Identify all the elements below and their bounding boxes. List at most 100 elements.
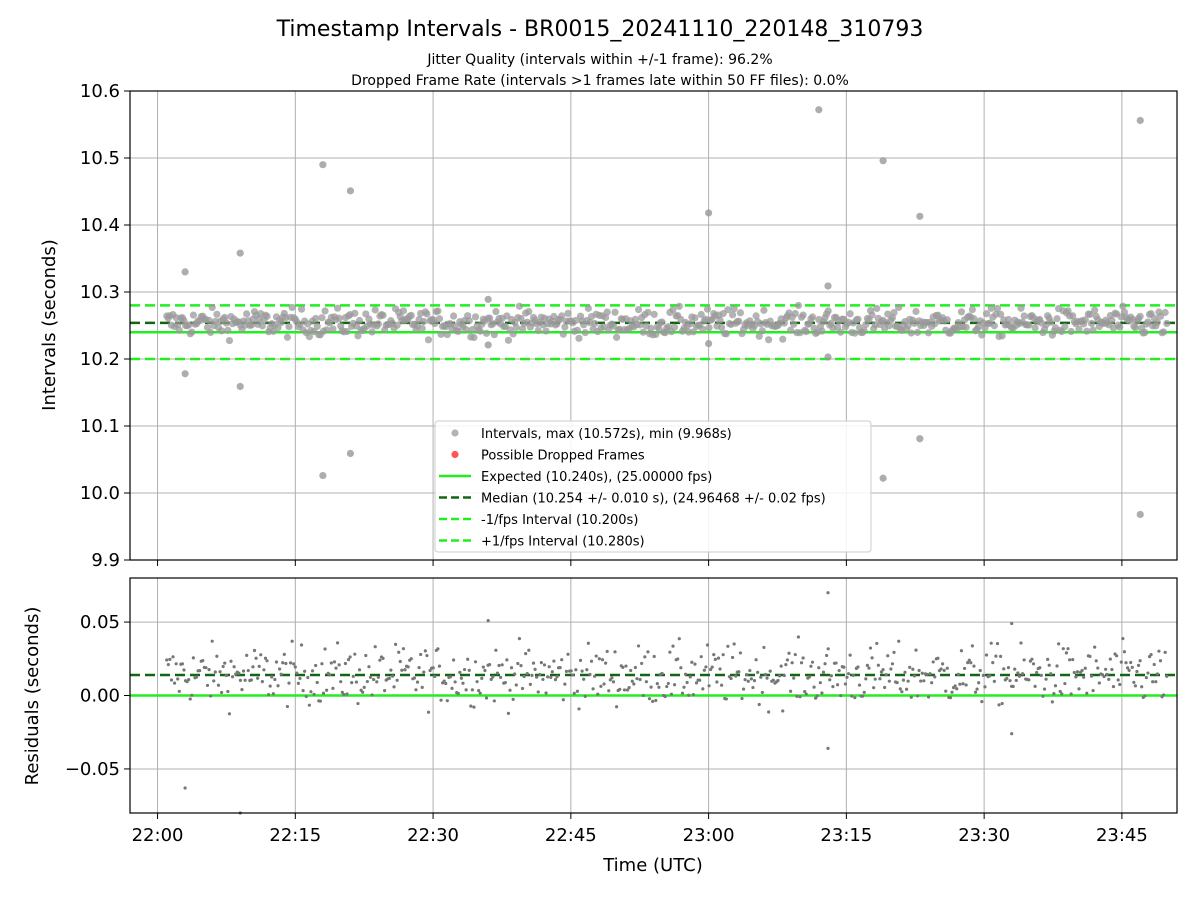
residual-point bbox=[1042, 687, 1047, 691]
residual-point bbox=[679, 666, 683, 670]
interval-point bbox=[1144, 318, 1152, 326]
residual-point bbox=[1110, 667, 1114, 672]
interval-outlier-point bbox=[1136, 116, 1144, 125]
interval-point bbox=[675, 302, 683, 310]
interval-point bbox=[755, 332, 763, 340]
residual-point bbox=[738, 651, 743, 655]
residual-point bbox=[342, 693, 346, 697]
residual-point bbox=[1022, 658, 1026, 662]
residual-point bbox=[256, 676, 260, 680]
residual-point bbox=[1129, 660, 1133, 665]
residual-point bbox=[997, 703, 1001, 707]
residual-point bbox=[1072, 670, 1076, 675]
interval-point bbox=[321, 307, 329, 315]
interval-point bbox=[454, 327, 462, 335]
residual-point bbox=[1019, 641, 1023, 645]
residual-point bbox=[760, 690, 764, 695]
residual-point bbox=[726, 644, 730, 648]
residual-point bbox=[400, 668, 404, 672]
interval-point bbox=[575, 334, 583, 342]
residual-point bbox=[698, 678, 702, 682]
interval-point bbox=[652, 330, 660, 339]
residual-point bbox=[290, 639, 294, 643]
interval-point bbox=[1119, 302, 1127, 310]
residual-point bbox=[671, 644, 675, 648]
residual-point bbox=[1031, 662, 1036, 666]
residual-point bbox=[589, 659, 594, 663]
residual-point bbox=[381, 656, 385, 660]
residual-point bbox=[652, 654, 656, 659]
residual-point bbox=[845, 675, 849, 679]
residual-point bbox=[1154, 680, 1158, 684]
interval-point bbox=[705, 324, 713, 332]
interval-point bbox=[978, 331, 986, 339]
interval-point bbox=[374, 320, 382, 328]
residual-point bbox=[285, 704, 290, 709]
residual-point bbox=[809, 664, 813, 668]
interval-point bbox=[1136, 312, 1144, 320]
residual-point bbox=[276, 684, 280, 688]
residual-point bbox=[941, 662, 945, 666]
interval-point bbox=[343, 327, 351, 336]
residual-point bbox=[1058, 689, 1062, 694]
residual-point bbox=[991, 661, 995, 665]
residual-point bbox=[431, 666, 435, 670]
residual-point bbox=[439, 698, 443, 702]
top-y-tick-label: 10.6 bbox=[80, 81, 120, 102]
residual-point bbox=[503, 681, 507, 685]
residual-point bbox=[582, 677, 586, 681]
residual-point bbox=[627, 686, 631, 690]
residual-point bbox=[1127, 668, 1131, 673]
interval-point bbox=[205, 316, 213, 324]
residual-point bbox=[1016, 671, 1020, 675]
residual-point bbox=[506, 711, 511, 715]
residual-point bbox=[594, 654, 598, 658]
residual-point bbox=[611, 680, 616, 684]
residual-point bbox=[958, 682, 962, 686]
residual-point bbox=[462, 667, 467, 672]
interval-point bbox=[1108, 316, 1116, 324]
residual-point bbox=[600, 658, 605, 662]
interval-point bbox=[603, 308, 611, 316]
residual-point bbox=[988, 674, 992, 678]
residual-point bbox=[218, 670, 222, 674]
residual-point bbox=[1060, 692, 1064, 696]
residual-point bbox=[955, 687, 959, 691]
residual-point bbox=[475, 680, 479, 684]
residual-point bbox=[224, 673, 228, 678]
residual-point bbox=[495, 671, 500, 675]
residual-point bbox=[798, 695, 802, 699]
interval-point bbox=[924, 329, 933, 337]
residual-point bbox=[450, 686, 454, 690]
residual-point bbox=[992, 679, 996, 683]
residual-point bbox=[895, 681, 899, 685]
residual-point bbox=[478, 691, 482, 695]
residual-point bbox=[547, 665, 551, 669]
residual-point bbox=[1020, 672, 1025, 676]
residual-point bbox=[1108, 657, 1112, 661]
interval-point bbox=[612, 333, 621, 341]
residual-point bbox=[572, 691, 576, 696]
residual-point bbox=[754, 658, 758, 662]
residual-point bbox=[251, 665, 255, 669]
residual-point bbox=[638, 677, 642, 682]
interval-point bbox=[323, 326, 331, 334]
residual-point bbox=[1082, 675, 1086, 679]
residual-point bbox=[541, 677, 545, 682]
bottom-panel-ylabel: Residuals (seconds) bbox=[22, 607, 43, 786]
residual-point bbox=[1038, 666, 1042, 670]
residual-point bbox=[489, 677, 493, 681]
residual-point bbox=[904, 687, 909, 691]
residual-point bbox=[340, 690, 344, 694]
residual-point bbox=[776, 678, 780, 683]
residual-point bbox=[307, 703, 311, 707]
residual-point bbox=[629, 668, 633, 673]
interval-point bbox=[1131, 324, 1140, 332]
residual-point bbox=[1144, 675, 1148, 680]
residual-point bbox=[345, 692, 349, 696]
top-y-tick-label: 10.3 bbox=[80, 282, 120, 303]
residual-point bbox=[922, 679, 926, 683]
interval-point bbox=[518, 325, 527, 333]
residual-point bbox=[868, 646, 873, 650]
residual-point bbox=[260, 680, 264, 684]
